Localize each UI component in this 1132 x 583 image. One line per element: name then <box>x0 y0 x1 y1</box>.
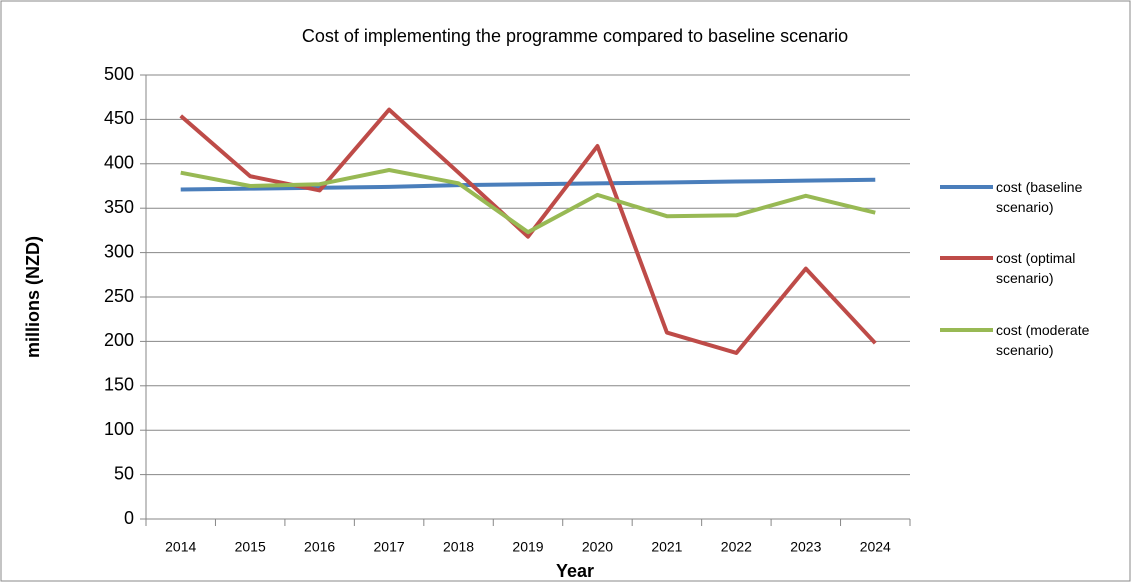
chart-title: Cost of implementing the programme compa… <box>302 26 848 46</box>
y-tick-label: 300 <box>104 241 134 261</box>
series-line <box>180 168 876 235</box>
y-tick-label: 450 <box>104 108 134 128</box>
x-tick-label: 2022 <box>721 539 752 555</box>
x-tick-label: 2024 <box>860 539 891 555</box>
series-line <box>180 177 876 192</box>
x-tick-label: 2019 <box>512 539 543 555</box>
legend-label: cost (optimal scenario) <box>996 250 1076 286</box>
legend-label: cost (moderate scenario) <box>996 322 1090 358</box>
x-tick-label: 2015 <box>235 539 266 555</box>
y-axis-label: millions (NZD) <box>23 236 43 358</box>
y-tick-label: 200 <box>104 330 134 350</box>
y-tick-label: 0 <box>124 508 134 528</box>
x-axis-label: Year <box>556 561 594 581</box>
y-tick-label: 400 <box>104 153 134 173</box>
x-tick-label: 2018 <box>443 539 474 555</box>
legend-label: cost (baseline scenario) <box>996 179 1083 215</box>
y-tick-label: 100 <box>104 419 134 439</box>
y-tick-label: 50 <box>114 463 134 483</box>
x-tick-label: 2014 <box>165 539 196 555</box>
y-tick-label: 150 <box>104 375 134 395</box>
x-tick-label: 2017 <box>374 539 405 555</box>
x-tick-label: 2016 <box>304 539 335 555</box>
y-tick-label: 500 <box>104 64 134 84</box>
y-tick-label: 250 <box>104 286 134 306</box>
x-tick-label: 2021 <box>651 539 682 555</box>
x-tick-label: 2023 <box>790 539 821 555</box>
y-tick-label: 350 <box>104 197 134 217</box>
x-tick-label: 2020 <box>582 539 613 555</box>
